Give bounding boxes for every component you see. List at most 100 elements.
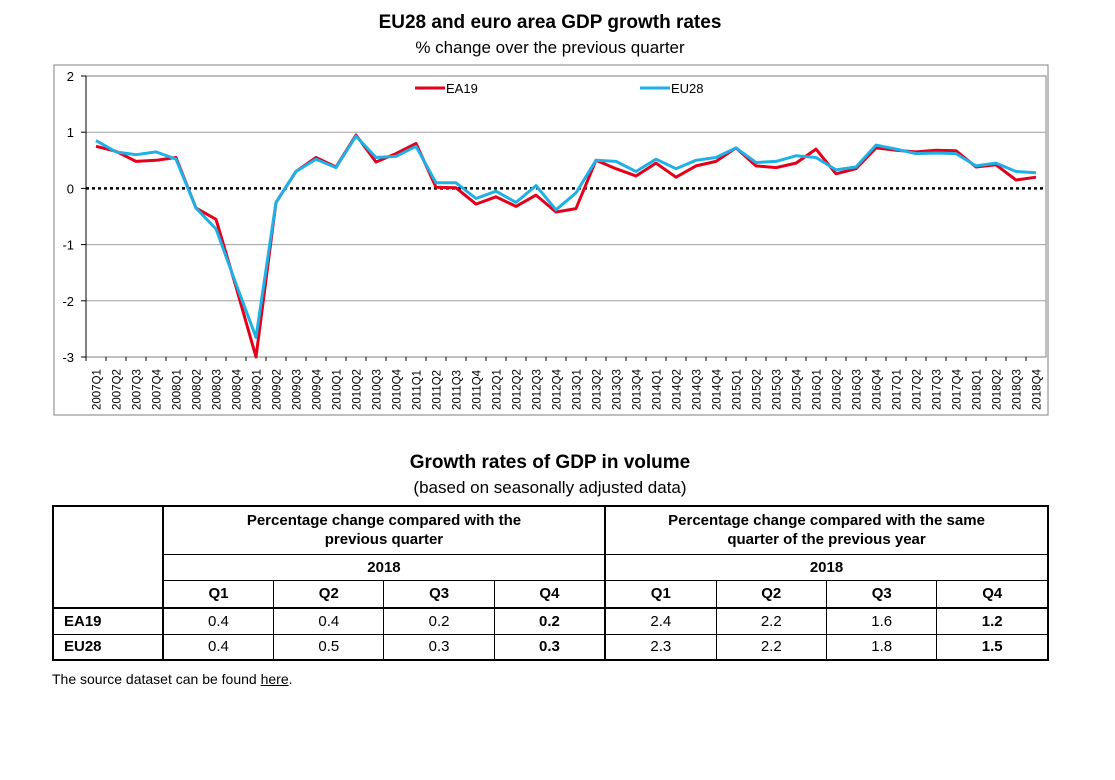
- y-tick-label: 2: [67, 69, 74, 84]
- x-tick-label: 2013Q4: [632, 368, 644, 410]
- year-header-yoy: 2018: [604, 553, 1049, 581]
- table-cell: 1.5: [936, 633, 1050, 661]
- table-subtitle: (based on seasonally adjusted data): [413, 478, 687, 497]
- row-label: EU28: [52, 633, 164, 661]
- plot-area: [85, 75, 1047, 358]
- table-corner: [52, 505, 164, 609]
- table-cell: 0.3: [493, 633, 607, 661]
- table-cell: 0.2: [493, 607, 607, 635]
- x-tick-label: 2012Q3: [532, 369, 544, 410]
- quarter-header: Q1: [604, 579, 717, 609]
- row-label: EA19: [52, 607, 164, 635]
- table-cell: 0.4: [162, 633, 275, 661]
- series-line-eu28: [95, 134, 1037, 339]
- x-tick-label: 2018Q4: [1032, 368, 1044, 410]
- table-cell: 2.4: [604, 607, 717, 635]
- group-header-qoq: Percentage change compared with the prev…: [162, 505, 607, 555]
- x-tick-label: 2015Q4: [792, 368, 804, 410]
- x-tick-label: 2008Q4: [232, 368, 244, 410]
- chart-title: EU28 and euro area GDP growth rates: [378, 12, 722, 33]
- x-tick-label: 2018Q2: [992, 369, 1004, 410]
- x-tick-label: 2008Q3: [212, 369, 224, 410]
- table-cell: 0.4: [162, 607, 275, 635]
- quarter-header: Q1: [162, 579, 275, 609]
- legend-label: EU28: [671, 81, 704, 96]
- y-tick-label: -1: [62, 238, 74, 253]
- x-tick-label: 2016Q2: [832, 369, 844, 410]
- quarter-header: Q2: [715, 579, 827, 609]
- x-tick-label: 2016Q1: [812, 369, 824, 410]
- x-tick-label: 2017Q1: [892, 369, 904, 410]
- x-tick-label: 2011Q1: [412, 370, 424, 410]
- x-tick-label: 2014Q4: [712, 368, 724, 410]
- x-tick-label: 2012Q2: [512, 369, 524, 410]
- quarter-header: Q2: [273, 579, 385, 609]
- x-tick-label: 2010Q2: [352, 369, 364, 410]
- table-cell: 2.2: [715, 633, 827, 661]
- series-line-ea19: [95, 133, 1037, 359]
- y-tick-label: 0: [67, 181, 74, 196]
- x-tick-label: 2018Q3: [1012, 369, 1024, 410]
- table-cell: 0.3: [383, 633, 495, 661]
- chart-subtitle: % change over the previous quarter: [415, 38, 685, 57]
- x-tick-label: 2013Q1: [572, 369, 584, 410]
- x-tick-label: 2013Q3: [612, 369, 624, 410]
- x-tick-label: 2017Q3: [932, 369, 944, 410]
- x-tick-label: 2007Q4: [152, 368, 164, 410]
- gdp-line-chart: 2 1 0 -1 -2 -3 2007Q1 2007Q2 2007Q3 2007Q4 2008Q1 2…: [53, 64, 1049, 416]
- x-tick-label: 2011Q4: [472, 369, 484, 410]
- y-tick-label: -3: [62, 350, 74, 365]
- table-row: EU28 0.4 0.5 0.3 0.3 2.3 2.2 1.8 1.5: [52, 633, 1050, 661]
- x-tick-label: 2018Q1: [972, 369, 984, 410]
- table-cell: 1.2: [936, 607, 1050, 635]
- table-cell: 0.5: [273, 633, 385, 661]
- x-tick-label: 2010Q3: [372, 369, 384, 410]
- quarter-header: Q3: [825, 579, 938, 609]
- x-tick-label: 2015Q1: [732, 369, 744, 410]
- source-end: .: [288, 671, 293, 687]
- year-header-qoq: 2018: [162, 553, 607, 581]
- x-tick-label: 2011Q3: [452, 370, 464, 410]
- table-cell: 1.6: [825, 607, 938, 635]
- x-tick-label: 2010Q1: [332, 369, 344, 410]
- source-text: The source dataset can be found: [52, 671, 261, 687]
- table-cell: 0.2: [383, 607, 495, 635]
- x-tick-label: 2007Q1: [92, 369, 104, 410]
- table-title: Growth rates of GDP in volume: [409, 452, 691, 473]
- gdp-table: Percentage change compared with the prev…: [52, 505, 1050, 661]
- x-tick-label: 2007Q2: [112, 369, 124, 410]
- x-tick-label: 2011Q2: [432, 370, 444, 410]
- x-tick-label: 2017Q2: [912, 369, 924, 410]
- y-tick-label: 1: [67, 125, 74, 140]
- x-tick-label: 2008Q1: [172, 369, 184, 410]
- chart-frame: [53, 64, 1049, 416]
- x-tick-label: 2016Q3: [852, 369, 864, 410]
- x-tick-label: 2009Q3: [292, 369, 304, 410]
- x-tick-label: 2013Q2: [592, 369, 604, 410]
- table-cell: 0.4: [273, 607, 385, 635]
- quarter-header: Q3: [383, 579, 495, 609]
- x-tick-label: 2014Q2: [672, 369, 684, 410]
- x-tick-label: 2009Q1: [252, 369, 264, 410]
- table-cell: 2.2: [715, 607, 827, 635]
- quarter-header: Q4: [493, 579, 607, 609]
- x-tick-label: 2016Q4: [872, 368, 884, 410]
- x-tick-label: 2009Q2: [272, 369, 284, 410]
- y-tick-label: -2: [62, 294, 74, 309]
- x-tick-label: 2014Q3: [692, 369, 704, 410]
- x-tick-label: 2008Q2: [192, 369, 204, 410]
- x-tick-label: 2015Q3: [772, 369, 784, 410]
- x-tick-label: 2012Q4: [552, 368, 564, 410]
- table-cell: 1.8: [825, 633, 938, 661]
- x-tick-label: 2009Q4: [312, 368, 324, 410]
- source-link[interactable]: here: [260, 671, 289, 687]
- x-tick-label: 2010Q4: [392, 368, 404, 410]
- x-tick-label: 2012Q1: [492, 369, 504, 410]
- quarter-header: Q4: [936, 579, 1050, 609]
- source-note: The source dataset can be found here.: [52, 671, 293, 687]
- table-row: EA19 0.4 0.4 0.2 0.2 2.4 2.2 1.6 1.2: [52, 607, 1050, 635]
- table-cell: 2.3: [604, 633, 717, 661]
- x-tick-label: 2014Q1: [652, 369, 664, 410]
- x-tick-label: 2017Q4: [952, 368, 964, 410]
- group-header-yoy: Percentage change compared with the same…: [604, 505, 1049, 555]
